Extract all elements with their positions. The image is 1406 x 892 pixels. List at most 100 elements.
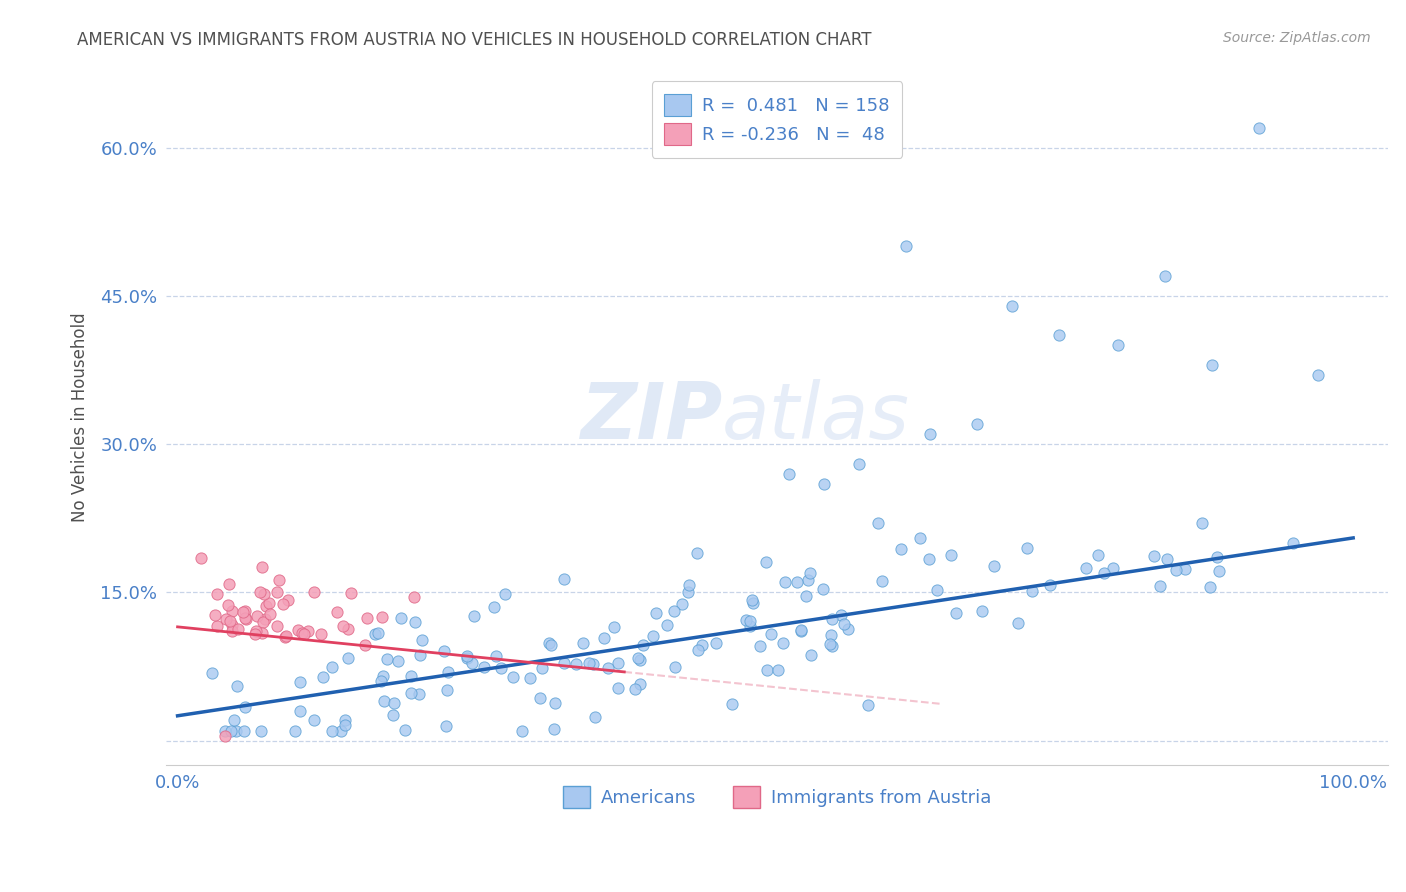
Point	[222, 713, 245, 727]
Point	[494, 587, 516, 601]
Point	[972, 604, 994, 618]
Point	[820, 637, 842, 651]
Point	[245, 624, 267, 638]
Point	[218, 615, 240, 629]
Point	[254, 599, 277, 613]
Point	[983, 558, 1005, 573]
Point	[1143, 549, 1166, 564]
Point	[811, 582, 834, 597]
Point	[918, 552, 941, 566]
Point	[627, 650, 650, 665]
Point	[226, 622, 249, 636]
Point	[491, 660, 513, 674]
Point	[866, 516, 889, 530]
Point	[287, 623, 309, 637]
Point	[266, 585, 288, 599]
Text: ZIP: ZIP	[579, 379, 723, 455]
Point	[830, 607, 852, 622]
Point	[519, 671, 541, 685]
Point	[1174, 562, 1197, 576]
Point	[312, 670, 335, 684]
Point	[741, 596, 763, 610]
Point	[941, 548, 963, 562]
Point	[402, 590, 425, 604]
Point	[856, 698, 879, 712]
Point	[190, 550, 212, 565]
Point	[321, 723, 343, 738]
Point	[436, 665, 458, 680]
Point	[544, 696, 567, 710]
Point	[624, 681, 647, 696]
Point	[302, 585, 325, 599]
Point	[207, 618, 229, 632]
Point	[1047, 328, 1070, 343]
Point	[332, 618, 354, 632]
Point	[553, 656, 575, 670]
Point	[252, 615, 274, 629]
Point	[790, 623, 813, 637]
Point	[583, 710, 606, 724]
Point	[387, 654, 409, 668]
Point	[333, 717, 356, 731]
Point	[1001, 299, 1024, 313]
Point	[484, 648, 506, 663]
Point	[738, 619, 761, 633]
Point	[1087, 548, 1109, 562]
Point	[336, 622, 359, 636]
Point	[1007, 616, 1029, 631]
Point	[207, 587, 229, 601]
Point	[502, 670, 524, 684]
Legend: Americans, Immigrants from Austria: Americans, Immigrants from Austria	[555, 779, 998, 815]
Point	[704, 636, 727, 650]
Point	[918, 427, 941, 442]
Point	[434, 719, 457, 733]
Point	[436, 682, 458, 697]
Point	[607, 657, 630, 671]
Point	[530, 661, 553, 675]
Point	[582, 657, 605, 672]
Point	[671, 597, 693, 611]
Point	[1208, 564, 1230, 578]
Point	[740, 615, 762, 629]
Point	[1021, 583, 1043, 598]
Point	[456, 648, 478, 663]
Point	[389, 611, 412, 625]
Point	[367, 626, 389, 640]
Point	[225, 723, 247, 738]
Point	[225, 679, 247, 693]
Point	[336, 650, 359, 665]
Point	[235, 612, 257, 626]
Point	[925, 582, 948, 597]
Point	[249, 723, 271, 738]
Point	[235, 700, 257, 714]
Point	[1164, 563, 1187, 577]
Point	[399, 669, 422, 683]
Point	[340, 586, 363, 600]
Point	[766, 663, 789, 677]
Point	[297, 624, 319, 638]
Point	[821, 612, 844, 626]
Point	[1205, 549, 1227, 564]
Point	[309, 627, 332, 641]
Point	[834, 617, 856, 632]
Point	[201, 665, 224, 680]
Point	[370, 674, 392, 689]
Point	[664, 660, 686, 674]
Point	[456, 651, 478, 665]
Point	[330, 723, 353, 738]
Point	[394, 723, 416, 737]
Point	[401, 685, 423, 699]
Point	[356, 611, 378, 625]
Point	[1154, 268, 1177, 283]
Text: atlas: atlas	[723, 379, 910, 455]
Point	[628, 653, 651, 667]
Point	[664, 603, 686, 617]
Point	[773, 575, 796, 590]
Point	[800, 648, 823, 662]
Point	[411, 632, 433, 647]
Point	[538, 636, 561, 650]
Point	[233, 611, 256, 625]
Point	[333, 713, 356, 727]
Point	[266, 619, 288, 633]
Point	[321, 660, 343, 674]
